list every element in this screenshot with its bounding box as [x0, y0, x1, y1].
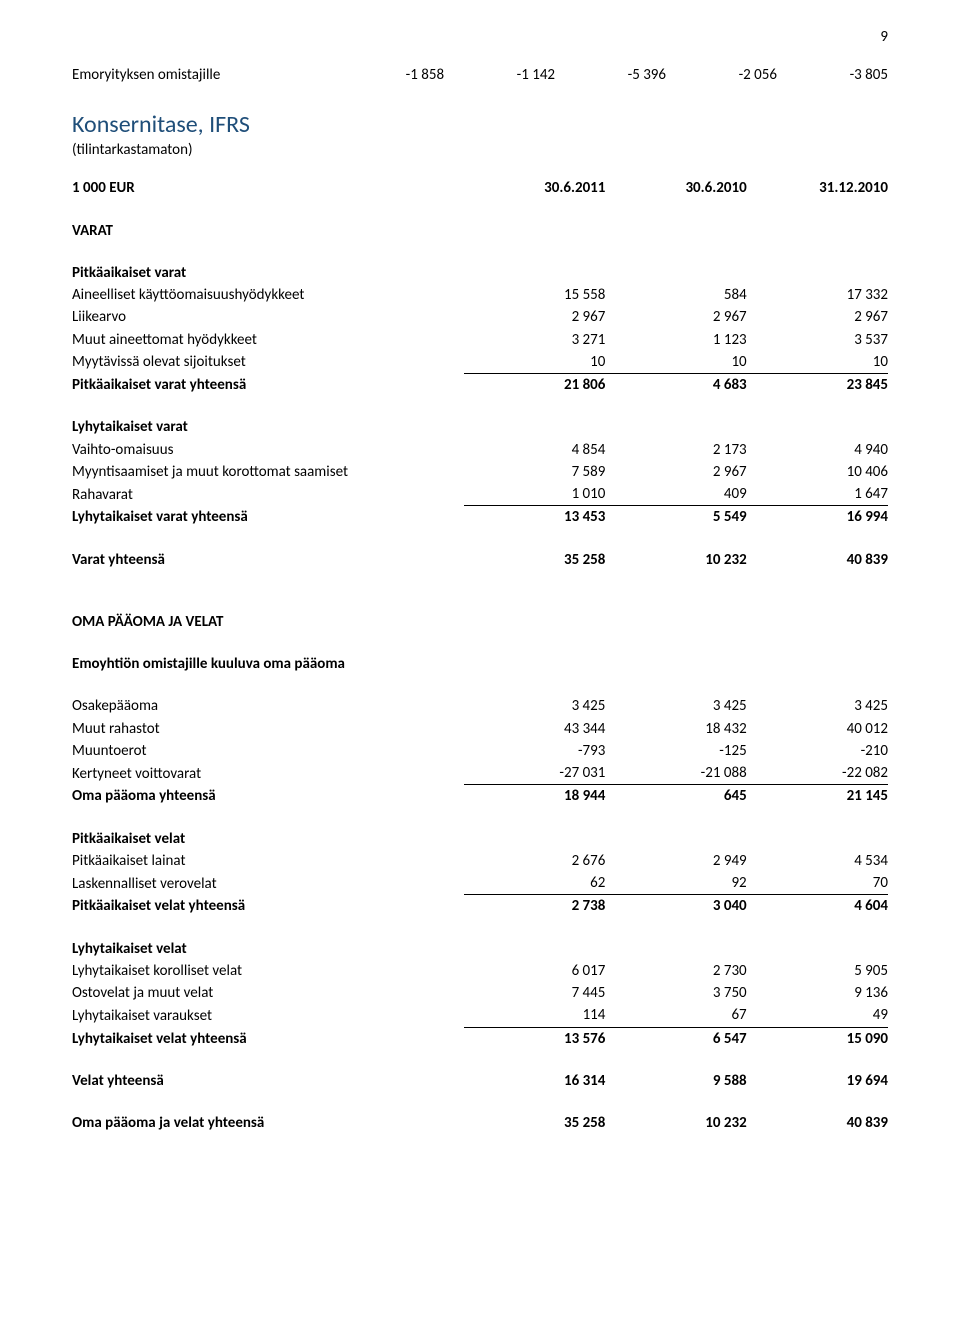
section-title: Konsernitase, IFRS — [72, 86, 888, 141]
header-c3: 31.12.2010 — [747, 177, 888, 199]
top-row-v1: -1 858 — [333, 64, 444, 86]
table-row: Rahavarat1 0104091 647 — [72, 483, 888, 506]
table-row: Laskennalliset verovelat629270 — [72, 872, 888, 895]
top-summary-table: Emoryityksen omistajille -1 858 -1 142 -… — [72, 64, 888, 86]
table-row: Lyhytaikaiset varaukset1146749 — [72, 1004, 888, 1027]
nca-heading: Pitkäaikaiset varat — [72, 262, 888, 284]
table-row: Myytävissä olevat sijoitukset101010 — [72, 351, 888, 374]
table-total-row: Oma pääoma yhteensä18 94464521 145 — [72, 785, 888, 808]
table-row: Kertyneet voittovarat-27 031-21 088-22 0… — [72, 762, 888, 785]
table-total-row: Pitkäaikaiset varat yhteensä21 8064 6832… — [72, 374, 888, 397]
table-row: Myyntisaamiset ja muut korottomat saamis… — [72, 461, 888, 483]
table-row: Vaihto-omaisuus4 8542 1734 940 — [72, 439, 888, 461]
assets-total-row: Varat yhteensä35 25810 23240 839 — [72, 549, 888, 571]
table-row: Lyhytaikaiset korolliset velat6 0172 730… — [72, 960, 888, 982]
table-row: Muut rahastot43 34418 43240 012 — [72, 718, 888, 740]
header-label: 1 000 EUR — [72, 177, 464, 199]
table-row: Aineelliset käyttöomaisuushyödykkeet15 5… — [72, 284, 888, 306]
table-total-row: Lyhytaikaiset velat yhteensä13 5766 5471… — [72, 1027, 888, 1050]
table-row: Muut aineettomat hyödykkeet3 2711 1233 5… — [72, 329, 888, 351]
ncl-heading: Pitkäaikaiset velat — [72, 828, 888, 850]
equity-heading: Emoyhtiön omistajille kuuluva oma pääoma — [72, 653, 888, 675]
page-number: 9 — [72, 28, 888, 46]
table-row: Pitkäaikaiset lainat2 6762 9494 534 — [72, 850, 888, 872]
table-row: Muuntoerot-793-125-210 — [72, 740, 888, 762]
top-row-v5: -3 805 — [777, 64, 888, 86]
table-row: Ostovelat ja muut velat7 4453 7509 136 — [72, 982, 888, 1004]
table-total-row: Pitkäaikaiset velat yhteensä2 7383 0404 … — [72, 895, 888, 918]
balance-sheet-table: 1 000 EUR 30.6.2011 30.6.2010 31.12.2010… — [72, 177, 888, 1134]
table-total-row: Lyhytaikaiset varat yhteensä13 4535 5491… — [72, 506, 888, 529]
assets-heading: VARAT — [72, 220, 888, 242]
table-row: Liikearvo2 9672 9672 967 — [72, 306, 888, 328]
top-row-label: Emoryityksen omistajille — [72, 64, 333, 86]
header-c2: 30.6.2010 — [605, 177, 746, 199]
section-subtitle: (tilintarkastamaton) — [72, 141, 888, 177]
header-c1: 30.6.2011 — [464, 177, 605, 199]
top-row-v2: -1 142 — [444, 64, 555, 86]
grand-total-row: Oma pääoma ja velat yhteensä35 25810 232… — [72, 1112, 888, 1134]
equity-liab-heading: OMA PÄÄOMA JA VELAT — [72, 611, 888, 633]
table-row: Osakepääoma3 4253 4253 425 — [72, 695, 888, 717]
ca-heading: Lyhytaikaiset varat — [72, 416, 888, 438]
top-row-v3: -5 396 — [555, 64, 666, 86]
top-row-v4: -2 056 — [666, 64, 777, 86]
liab-total-row: Velat yhteensä16 3149 58819 694 — [72, 1070, 888, 1092]
cl-heading: Lyhytaikaiset velat — [72, 938, 888, 960]
